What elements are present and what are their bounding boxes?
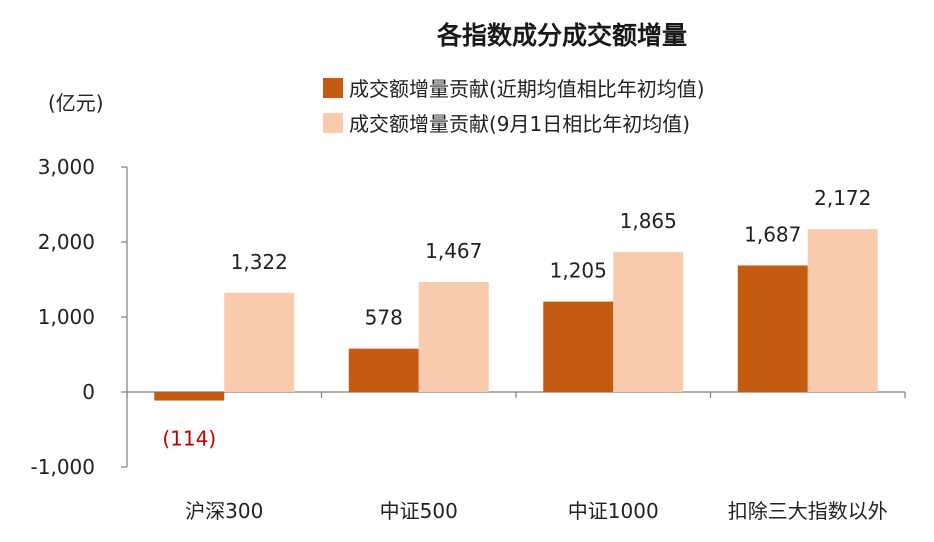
y-tick-label: -1,000 bbox=[31, 455, 95, 479]
data-label: 1,322 bbox=[231, 250, 288, 274]
bar-series-2 bbox=[224, 292, 295, 392]
bar-series-1 bbox=[543, 301, 614, 392]
data-label: 578 bbox=[365, 306, 403, 330]
y-tick-label: 3,000 bbox=[38, 155, 95, 179]
legend: 成交额增量贡献(近期均值相比年初均值) 成交额增量贡献(9月1日相比年初均值) bbox=[323, 77, 705, 136]
y-tick-label: 0 bbox=[82, 380, 95, 404]
x-category-label: 中证1000 bbox=[568, 499, 659, 523]
y-axis: -1,000 0 1,000 2,000 3,000 bbox=[31, 155, 128, 479]
bar-series-2 bbox=[807, 229, 878, 392]
x-category-label: 中证500 bbox=[380, 499, 458, 523]
legend-swatch-series-1 bbox=[323, 78, 343, 98]
legend-swatch-series-2 bbox=[323, 113, 343, 133]
data-label: 1,865 bbox=[620, 209, 677, 233]
legend-label-series-1: 成交额增量贡献(近期均值相比年初均值) bbox=[349, 77, 705, 101]
y-tick-label: 1,000 bbox=[38, 305, 95, 329]
bar-series-1 bbox=[737, 265, 808, 392]
data-label: 1,205 bbox=[550, 259, 607, 283]
data-label: 1,467 bbox=[425, 239, 482, 263]
plot-area: (114) 1,322 沪深300 578 1,467 中证500 1,205 1,865 中证… bbox=[126, 186, 906, 523]
data-label: 2,172 bbox=[814, 186, 871, 210]
data-label: 1,687 bbox=[744, 222, 801, 246]
x-category-label: 扣除三大指数以外 bbox=[728, 499, 888, 523]
unit-label: (亿元) bbox=[48, 91, 104, 115]
bar-series-1 bbox=[154, 392, 225, 401]
bar-series-2 bbox=[418, 281, 489, 392]
bar-series-2 bbox=[613, 252, 684, 392]
data-label: (114) bbox=[162, 427, 216, 451]
chart-title: 各指数成分成交额增量 bbox=[436, 21, 687, 50]
y-tick-label: 2,000 bbox=[38, 230, 95, 254]
x-category-label: 沪深300 bbox=[185, 499, 263, 523]
legend-label-series-2: 成交额增量贡献(9月1日相比年初均值) bbox=[349, 112, 690, 136]
bar-series-1 bbox=[348, 348, 419, 392]
